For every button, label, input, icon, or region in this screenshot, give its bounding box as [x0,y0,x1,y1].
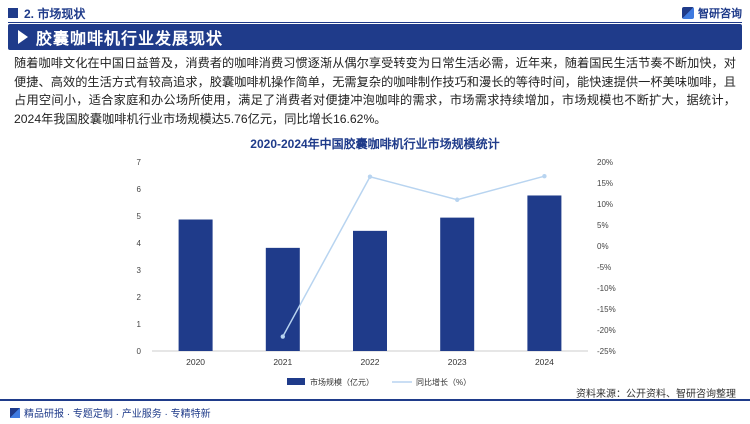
y-left-tick-label: 7 [137,158,142,167]
y-right-tick-label: -20% [597,326,616,335]
footer-tagline: 精品研报 · 专题定制 · 产业服务 · 专精特新 [24,409,211,420]
zhiyan-small-logo-icon [10,407,20,418]
y-right-tick-label: -10% [597,284,616,293]
chart-container: 2020-2024年中国胶囊咖啡机行业市场规模统计 0 1 2 3 4 5 6 7 -25% -20… [0,130,750,400]
chart-title: 2020-2024年中国胶囊咖啡机行业市场规模统计 [250,136,499,151]
y-left-tick-label: 2 [137,293,142,302]
legend-bar-label: 市场规模（亿元） [310,377,374,387]
y-right-tick-label: 0% [597,242,609,251]
arrow-right-icon [18,30,28,44]
brand-name: 智研咨询 [698,8,742,20]
growth-point-2023 [455,197,460,202]
y-right-tick-label: 20% [597,158,613,167]
bar-2024 [527,195,562,351]
y-left-tick-label: 5 [137,212,142,221]
x-tick-label: 2024 [535,357,554,367]
y-left-tick-label: 4 [137,239,142,248]
y-left-tick-label: 0 [137,347,142,356]
section-header: 2. 市场现状 智研咨询 [8,4,742,23]
x-tick-label: 2022 [361,357,380,367]
y-left-tick-label: 6 [137,185,142,194]
footer-tagline-wrap: 精品研报 · 专题定制 · 产业服务 · 专精特新 [10,405,211,420]
y-right-tick-label: -5% [597,263,611,272]
growth-point-2021 [280,334,285,339]
x-tick-label: 2020 [186,357,205,367]
y-right-tick-label: -25% [597,347,616,356]
zhiyan-logo-icon [682,7,694,19]
bar-2023 [440,217,475,351]
section-title: 2. 市场现状 [24,6,86,21]
legend-line-label: 同比增长（%） [416,377,471,387]
y-left-tick-label: 3 [137,266,142,275]
legend-bar-swatch [287,378,305,385]
title-bar: 胶囊咖啡机行业发展现状 [8,24,742,50]
data-source: 资料来源：公开资料、智研咨询整理 [576,389,736,400]
x-tick-label: 2021 [273,357,292,367]
section-marker [8,8,18,18]
brand: 智研咨询 [682,5,742,21]
bar-2021 [265,247,300,351]
y-right-tick-label: 15% [597,179,613,188]
growth-point-2022 [367,174,373,179]
y-right-tick-label: 10% [597,200,613,209]
y-right-tick-label: 5% [597,221,609,230]
growth-line [282,175,545,337]
growth-point-2024 [542,173,547,179]
y-right-tick-label: -15% [597,305,616,314]
x-tick-label: 2023 [448,357,467,367]
market-size-chart: 2020-2024年中国胶囊咖啡机行业市场规模统计 0 1 2 3 4 5 6 7 -25% -20… [137,136,616,387]
y-left-tick-label: 1 [137,320,142,329]
bar-2020 [178,219,213,351]
page-title: 胶囊咖啡机行业发展现状 [36,31,224,48]
footer: 精品研报 · 专题定制 · 产业服务 · 专精特新 资料来源：公开资料、智研咨询… [0,389,750,424]
bar-2022 [353,230,387,351]
intro-paragraph: 随着咖啡文化在中国日益普及，消费者的咖啡消费习惯逐渐从偶尔享受转变为日常生活必需… [14,56,736,126]
